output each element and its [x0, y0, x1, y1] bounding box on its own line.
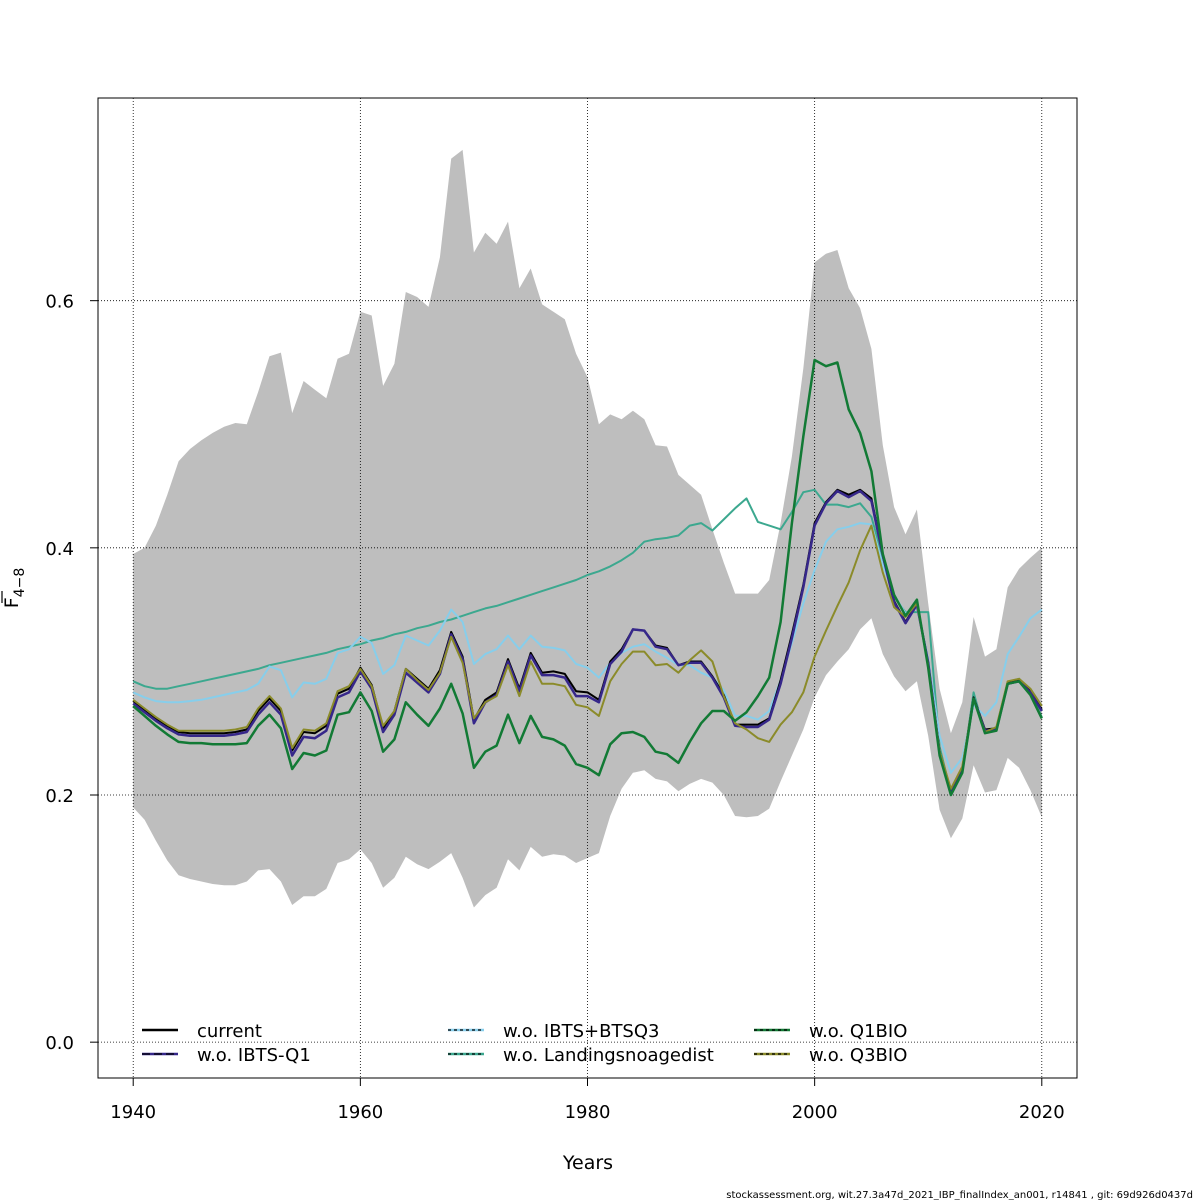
grid-layer: [98, 98, 1077, 1078]
y-axis-title: F4−8: [1, 568, 28, 608]
y-tick-label: 0.2: [45, 786, 74, 807]
x-tick-label: 2020: [1019, 1102, 1065, 1123]
legend-label: w.o. IBTS+BTSQ3: [503, 1021, 659, 1042]
series-line-w-o-q3bio: [132, 524, 1043, 790]
x-axis-title: Years: [562, 1152, 613, 1174]
legend-label: w.o. IBTS-Q1: [197, 1045, 311, 1066]
legend-item: w.o. Landingsnoagedist: [448, 1045, 714, 1066]
legend-item: w.o. Q3BIO: [754, 1045, 907, 1066]
x-axis: 1940 1960 1980 2000 2020: [110, 1078, 1065, 1123]
legend-item: w.o. Q1BIO: [754, 1021, 907, 1042]
legend-label: w.o. Landingsnoagedist: [503, 1045, 714, 1066]
x-tick-label: 1940: [110, 1102, 156, 1123]
legend: current w.o. IBTS-Q1 w.o. IBTS+BTSQ3 w.o. L…: [142, 1021, 907, 1066]
legend-label: w.o. Q1BIO: [809, 1021, 907, 1042]
legend-label: current: [197, 1021, 262, 1042]
y-tick-label: 0.6: [45, 292, 74, 313]
footer-source: stockassessment.org, wit.27.3a47d_2021_I…: [726, 1190, 1193, 1200]
legend-item: w.o. IBTS+BTSQ3: [448, 1021, 659, 1042]
x-tick-label: 1980: [565, 1102, 611, 1123]
y-axis-title-main: F: [1, 597, 23, 608]
y-axis: 0.0 0.2 0.4 0.6: [45, 292, 98, 1054]
svg-text:F4−8: F4−8: [1, 568, 28, 608]
x-tick-label: 1960: [337, 1102, 383, 1123]
legend-label: w.o. Q3BIO: [809, 1045, 907, 1066]
y-axis-title-subscript: 4−8: [12, 568, 28, 598]
series-line-w-o-q1bio: [132, 358, 1043, 797]
y-tick-label: 0.0: [45, 1033, 74, 1054]
x-tick-label: 2000: [792, 1102, 838, 1123]
series-layer: [132, 358, 1043, 797]
y-tick-label: 0.4: [45, 539, 74, 560]
series-line-w-o-ibts-q1: [132, 489, 1043, 794]
confidence-band: [133, 149, 1042, 908]
confidence-band-layer: [133, 149, 1042, 908]
legend-item: current: [142, 1021, 262, 1042]
legend-item: w.o. IBTS-Q1: [142, 1045, 311, 1066]
